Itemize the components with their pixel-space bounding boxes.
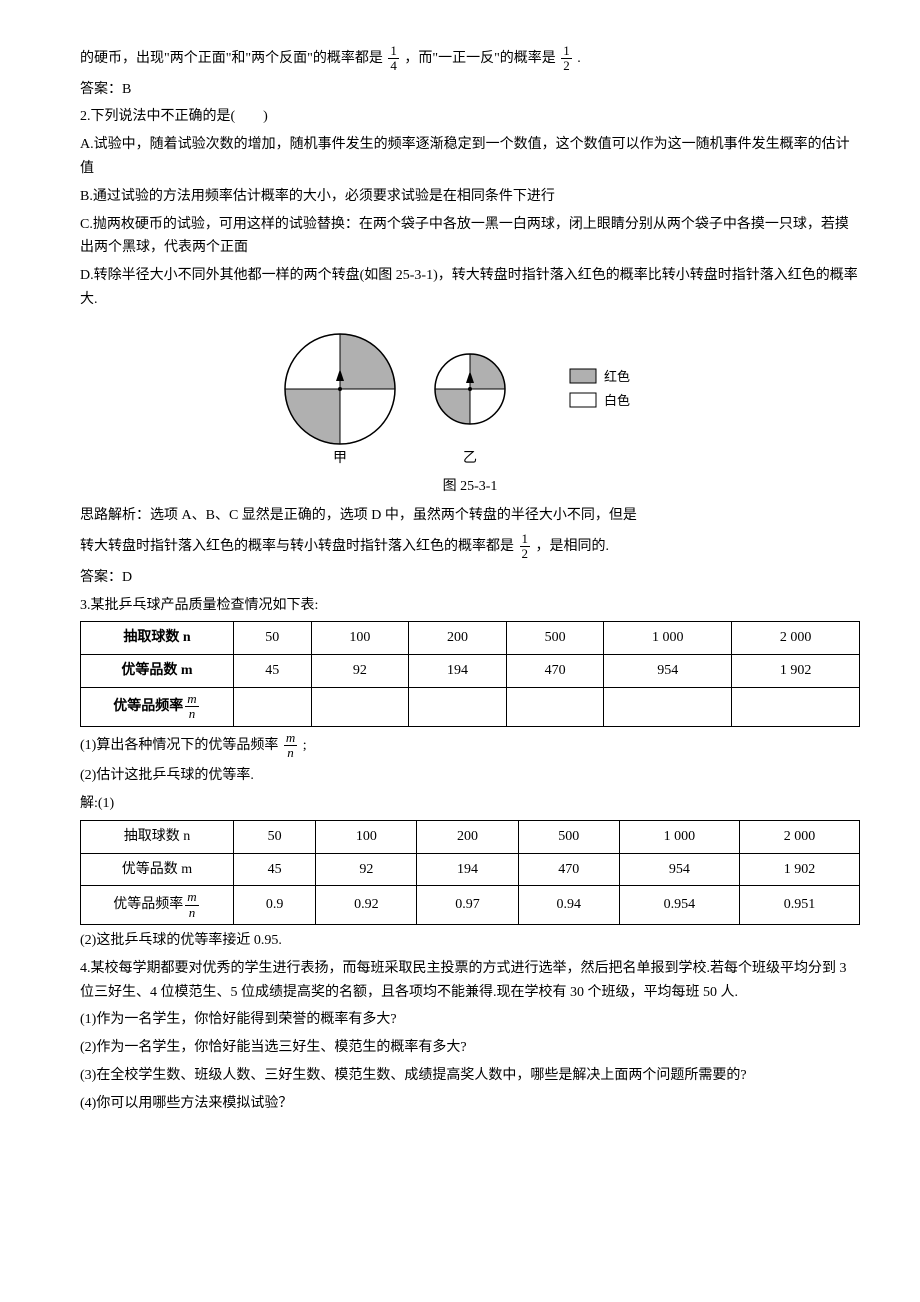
answer-b: 答案：B — [80, 78, 860, 102]
svg-text:乙: 乙 — [463, 450, 477, 464]
table-row: 优等品频率mn — [81, 687, 860, 726]
table-row: 优等品数 m 45 92 194 470 954 1 902 — [81, 655, 860, 688]
q3-solution-label: 解:(1) — [80, 792, 860, 816]
q4-sub1: (1)作为一名学生，你恰好能得到荣誉的概率有多大? — [80, 1008, 860, 1032]
q3-table-2: 抽取球数 n 50 100 200 500 1 000 2 000 优等品数 m… — [80, 820, 860, 925]
table-row: 优等品频率mn 0.9 0.92 0.97 0.94 0.954 0.951 — [81, 886, 860, 925]
figure-caption: 图 25-3-1 — [80, 475, 860, 499]
intro-line: 的硬币，出现"两个正面"和"两个反面"的概率都是 14 ，而"一正一反"的概率是… — [80, 44, 860, 74]
frac-m-n: mn — [185, 692, 198, 722]
q3-conclusion: (2)这批乒乓球的优等率接近 0.95. — [80, 929, 860, 953]
q2-explain-1: 思路解析：选项 A、B、C 显然是正确的，选项 D 中，虽然两个转盘的半径大小不… — [80, 504, 860, 528]
intro-text-a: 的硬币，出现"两个正面"和"两个反面"的概率都是 — [80, 51, 383, 66]
table-row: 优等品数 m 45 92 194 470 954 1 902 — [81, 853, 860, 886]
svg-text:甲: 甲 — [333, 451, 347, 464]
q3-sub1: (1)算出各种情况下的优等品频率 mn ; — [80, 731, 860, 761]
q4-sub2: (2)作为一名学生，你恰好能当选三好生、模范生的概率有多大? — [80, 1036, 860, 1060]
q3-table-1: 抽取球数 n 50 100 200 500 1 000 2 000 优等品数 m… — [80, 621, 860, 726]
q3-stem: 3.某批乒乓球产品质量检查情况如下表: — [80, 594, 860, 618]
table-row: 抽取球数 n 50 100 200 500 1 000 2 000 — [81, 820, 860, 853]
intro-text-b: ，而"一正一反"的概率是 — [404, 51, 555, 66]
q2-explain-2: 转大转盘时指针落入红色的概率与转小转盘时指针落入红色的概率都是 12 ，是相同的… — [80, 532, 860, 562]
frac-m-n-2: mn — [185, 890, 198, 920]
frac-1-2: 12 — [561, 44, 572, 74]
frac-half: 12 — [520, 532, 531, 562]
spinner-diagram: 甲 乙 红色 白色 — [80, 324, 860, 473]
q2-option-c: C.抛两枚硬币的试验，可用这样的试验替换：在两个袋子中各放一黑一白两球，闭上眼睛… — [80, 213, 860, 261]
q3-sub2: (2)估计这批乒乓球的优等率. — [80, 764, 860, 788]
q4-sub3: (3)在全校学生数、班级人数、三好生数、模范生数、成绩提高奖人数中，哪些是解决上… — [80, 1064, 860, 1088]
q4-stem: 4.某校每学期都要对优秀的学生进行表扬，而每班采取民主投票的方式进行选举，然后把… — [80, 957, 860, 1005]
q2-option-d: D.转除半径大小不同外其他都一样的两个转盘(如图 25-3-1)，转大转盘时指针… — [80, 264, 860, 312]
q2-stem: 2.下列说法中不正确的是( ) — [80, 105, 860, 129]
q2-option-b: B.通过试验的方法用频率估计概率的大小，必须要求试验是在相同条件下进行 — [80, 185, 860, 209]
q2-option-a: A.试验中，随着试验次数的增加，随机事件发生的频率逐渐稳定到一个数值，这个数值可… — [80, 133, 860, 181]
svg-text:红色: 红色 — [604, 369, 630, 384]
answer-d: 答案：D — [80, 566, 860, 590]
intro-text-c: . — [577, 51, 581, 66]
frac-1-4: 14 — [388, 44, 399, 74]
table-row: 抽取球数 n 50 100 200 500 1 000 2 000 — [81, 622, 860, 655]
frac-m-n-inline: mn — [284, 731, 297, 761]
spinner-svg: 甲 乙 红色 白色 — [260, 324, 680, 464]
q4-sub4: (4)你可以用哪些方法来模拟试验？ — [80, 1092, 860, 1116]
svg-text:白色: 白色 — [604, 393, 630, 408]
